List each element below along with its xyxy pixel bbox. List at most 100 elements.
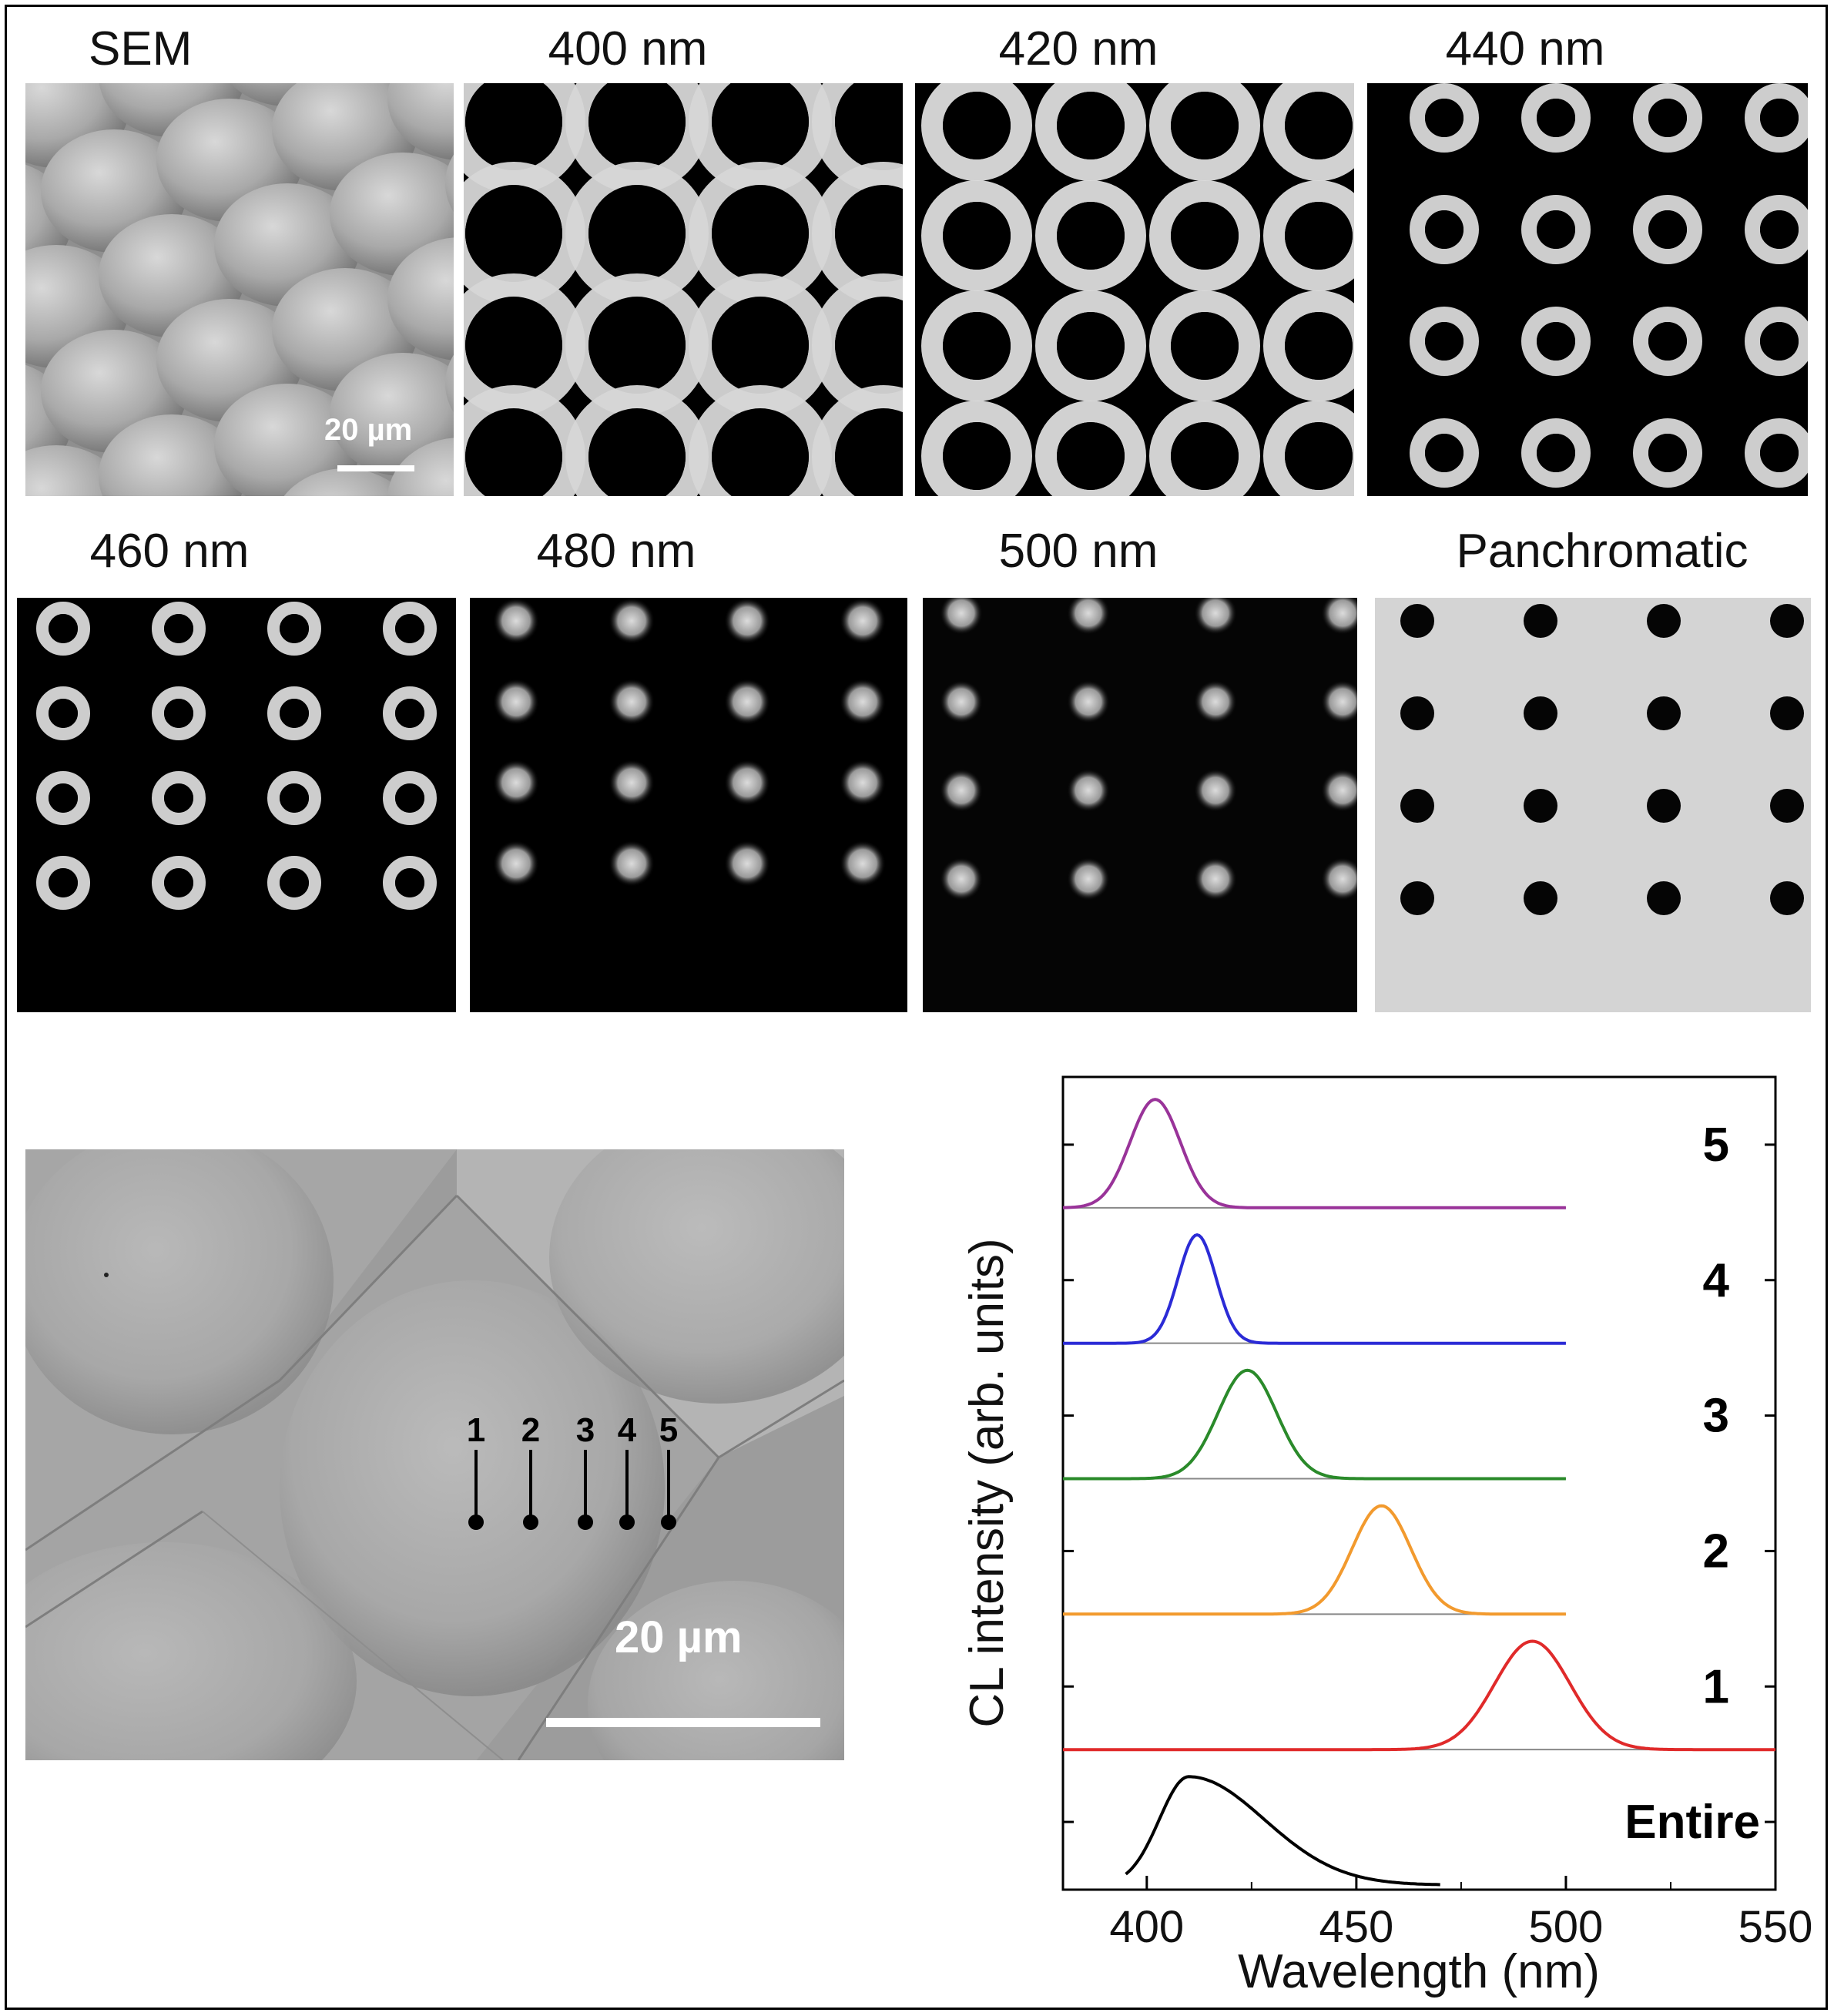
ring-core	[712, 83, 809, 170]
point-dot-5	[661, 1515, 676, 1530]
spectrum-series-5	[1062, 1098, 1566, 1209]
emission-ring	[383, 856, 437, 910]
ring-core	[395, 868, 424, 897]
sem-dome	[99, 414, 245, 496]
y-axis-label: CL intensity (arb. units)	[961, 1238, 1014, 1727]
ring-core	[1425, 210, 1464, 249]
emission-ring	[1410, 307, 1479, 376]
emission-dot	[493, 598, 539, 644]
emission-ring	[36, 602, 90, 656]
ring-core	[712, 408, 809, 496]
emission-ring	[383, 686, 437, 740]
point-dot-4	[619, 1515, 635, 1530]
emission-ring	[267, 686, 321, 740]
emission-ring	[921, 401, 1032, 496]
emission-dot	[1321, 769, 1357, 812]
emission-dot	[1321, 680, 1357, 723]
emission-dot	[609, 760, 655, 806]
figure-frame	[5, 5, 1828, 2010]
emission-ring	[152, 602, 206, 656]
ring-core	[588, 185, 686, 282]
point-stem-5	[667, 1450, 670, 1519]
ring-core	[1425, 434, 1464, 472]
sem-dome	[445, 354, 454, 413]
emission-ring	[1035, 401, 1146, 496]
cl-image-500nm	[923, 598, 1357, 1012]
emission-ring	[1035, 83, 1146, 181]
point-label-2: 2	[521, 1411, 541, 1449]
emission-ring	[1745, 418, 1808, 488]
dark-core	[1647, 881, 1681, 915]
emission-dot	[840, 840, 886, 887]
ring-core	[943, 312, 1011, 380]
cl-image-440nm	[1367, 83, 1808, 496]
ring-core	[1057, 92, 1125, 159]
sem-dome	[445, 154, 454, 213]
emission-ring	[267, 856, 321, 910]
ring-core	[712, 185, 809, 282]
dark-core	[1400, 696, 1434, 730]
emission-ring	[921, 180, 1032, 291]
emission-ring	[1263, 83, 1354, 181]
scale-bar-small	[337, 465, 414, 471]
ring-core	[1648, 99, 1687, 137]
point-marker-1: 1	[461, 1411, 491, 1530]
emission-ring	[921, 83, 1032, 181]
emission-ring	[1521, 418, 1591, 488]
emission-ring	[1149, 180, 1260, 291]
ring-core	[49, 699, 78, 728]
ring-core	[1537, 99, 1575, 137]
ring-core	[280, 868, 309, 897]
emission-dot	[1067, 769, 1110, 812]
ring-core	[395, 699, 424, 728]
ring-core	[465, 185, 562, 282]
dark-core	[1770, 604, 1804, 638]
emission-dot	[724, 840, 770, 887]
point-label-3: 3	[575, 1411, 595, 1449]
emission-ring	[1745, 83, 1808, 153]
label-480nm: 480 nm	[536, 525, 696, 578]
ring-core	[1760, 210, 1799, 249]
ring-core	[395, 783, 424, 813]
label-420nm: 420 nm	[998, 22, 1158, 75]
ring-core	[465, 83, 562, 170]
point-marker-5: 5	[653, 1411, 684, 1530]
emission-dot	[609, 840, 655, 887]
label-500nm: 500 nm	[998, 525, 1158, 578]
emission-dot	[1194, 769, 1237, 812]
ring-core	[835, 408, 903, 496]
ring-core	[943, 92, 1011, 159]
sem-dome	[387, 83, 454, 160]
emission-ring	[152, 771, 206, 825]
spectrum-series-3	[1063, 1368, 1566, 1481]
emission-dot	[609, 679, 655, 725]
spectrum-series-1	[1063, 1639, 1775, 1752]
ring-core	[164, 699, 193, 728]
emission-dot	[940, 857, 983, 901]
emission-ring	[1521, 83, 1591, 153]
ring-core	[1171, 312, 1239, 380]
ring-core	[1537, 210, 1575, 249]
emission-ring	[1149, 83, 1260, 181]
emission-ring	[152, 856, 206, 910]
ring-core	[280, 783, 309, 813]
x-tick-label-400: 400	[1109, 1902, 1184, 1952]
cl-image-panchromatic	[1375, 598, 1811, 1012]
scale-bar-large	[546, 1718, 820, 1727]
emission-dot	[1194, 680, 1237, 723]
label-panchromatic: Panchromatic	[1456, 525, 1749, 578]
ring-core	[164, 614, 193, 643]
sem-image: 20 µm	[25, 83, 454, 496]
dark-core	[1770, 789, 1804, 823]
cl-image-460nm	[17, 598, 456, 1012]
ring-core	[588, 408, 686, 496]
ring-core	[835, 83, 903, 170]
dark-core	[1770, 881, 1804, 915]
ring-core	[49, 783, 78, 813]
sem-dome	[214, 384, 360, 496]
series-label-2: 2	[1703, 1525, 1729, 1578]
ring-core	[1285, 422, 1353, 490]
label-sem: SEM	[89, 22, 193, 75]
ring-core	[49, 868, 78, 897]
ring-core	[1285, 92, 1353, 159]
